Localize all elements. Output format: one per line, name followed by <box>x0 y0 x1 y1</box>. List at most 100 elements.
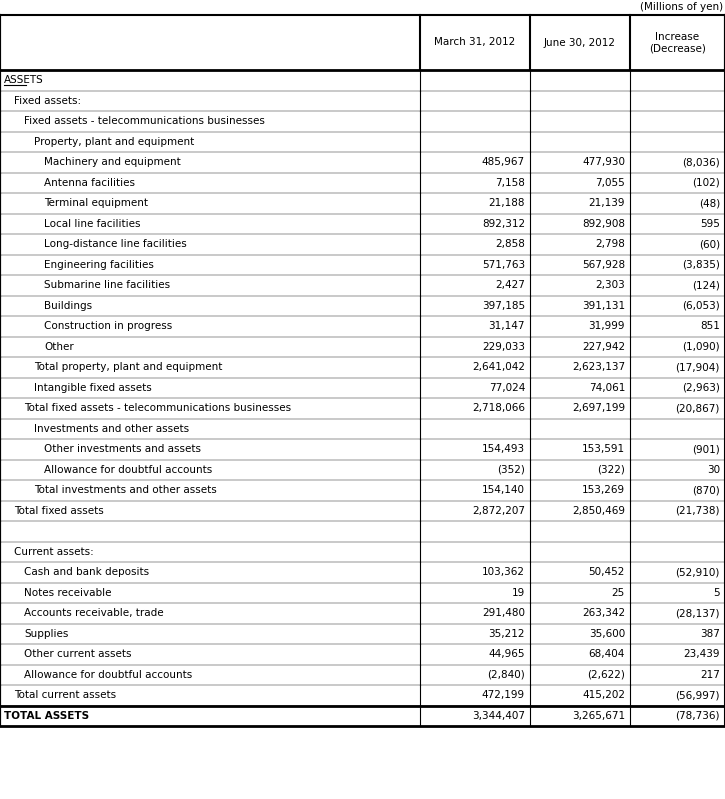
Text: 485,967: 485,967 <box>482 157 525 167</box>
Text: Allowance for doubtful accounts: Allowance for doubtful accounts <box>24 670 192 680</box>
Text: 2,697,199: 2,697,199 <box>572 403 625 413</box>
Text: 153,269: 153,269 <box>582 485 625 495</box>
Text: 229,033: 229,033 <box>482 342 525 352</box>
Text: Supplies: Supplies <box>24 629 68 638</box>
Text: (2,840): (2,840) <box>487 670 525 680</box>
Text: 154,140: 154,140 <box>482 485 525 495</box>
Text: (17,904): (17,904) <box>676 362 720 372</box>
Text: 31,147: 31,147 <box>489 321 525 332</box>
Text: Property, plant and equipment: Property, plant and equipment <box>34 137 194 147</box>
Text: 291,480: 291,480 <box>482 608 525 618</box>
Text: (60): (60) <box>699 239 720 249</box>
Text: Other investments and assets: Other investments and assets <box>44 444 201 455</box>
Text: 2,718,066: 2,718,066 <box>472 403 525 413</box>
Text: (3,835): (3,835) <box>682 260 720 270</box>
Text: 415,202: 415,202 <box>582 690 625 700</box>
Text: 21,188: 21,188 <box>489 198 525 209</box>
Text: 2,303: 2,303 <box>595 280 625 290</box>
Text: (901): (901) <box>692 444 720 455</box>
Text: TOTAL ASSETS: TOTAL ASSETS <box>4 711 89 721</box>
Text: (21,738): (21,738) <box>676 506 720 515</box>
Text: 7,055: 7,055 <box>595 177 625 188</box>
Text: (78,736): (78,736) <box>676 711 720 721</box>
Text: (6,053): (6,053) <box>682 300 720 311</box>
Text: 35,212: 35,212 <box>489 629 525 638</box>
Text: Other: Other <box>44 342 74 352</box>
Text: (322): (322) <box>597 465 625 475</box>
Text: 595: 595 <box>700 219 720 229</box>
Text: Allowance for doubtful accounts: Allowance for doubtful accounts <box>44 465 212 475</box>
Text: 3,265,671: 3,265,671 <box>572 711 625 721</box>
Text: 851: 851 <box>700 321 720 332</box>
Text: 154,493: 154,493 <box>482 444 525 455</box>
Text: 30: 30 <box>707 465 720 475</box>
Text: 263,342: 263,342 <box>582 608 625 618</box>
Text: 153,591: 153,591 <box>582 444 625 455</box>
Text: 23,439: 23,439 <box>684 650 720 659</box>
Text: 391,131: 391,131 <box>582 300 625 311</box>
Text: Total fixed assets: Total fixed assets <box>14 506 104 515</box>
Text: Accounts receivable, trade: Accounts receivable, trade <box>24 608 164 618</box>
Text: 21,139: 21,139 <box>589 198 625 209</box>
Text: Notes receivable: Notes receivable <box>24 588 112 598</box>
Text: Intangible fixed assets: Intangible fixed assets <box>34 383 152 393</box>
Text: Cash and bank deposits: Cash and bank deposits <box>24 567 149 577</box>
Text: 25: 25 <box>612 588 625 598</box>
Text: 571,763: 571,763 <box>482 260 525 270</box>
Text: Construction in progress: Construction in progress <box>44 321 173 332</box>
Text: (56,997): (56,997) <box>676 690 720 700</box>
Text: Total current assets: Total current assets <box>14 690 116 700</box>
Text: (20,867): (20,867) <box>676 403 720 413</box>
Text: 892,908: 892,908 <box>582 219 625 229</box>
Text: (870): (870) <box>692 485 720 495</box>
Text: 7,158: 7,158 <box>495 177 525 188</box>
Text: 77,024: 77,024 <box>489 383 525 393</box>
Text: 50,452: 50,452 <box>589 567 625 577</box>
Text: 892,312: 892,312 <box>482 219 525 229</box>
Text: 2,858: 2,858 <box>495 239 525 249</box>
Text: (Millions of yen): (Millions of yen) <box>640 2 723 12</box>
Text: Increase
(Decrease): Increase (Decrease) <box>649 32 706 54</box>
Text: 397,185: 397,185 <box>482 300 525 311</box>
Text: Engineering facilities: Engineering facilities <box>44 260 154 270</box>
Text: 567,928: 567,928 <box>582 260 625 270</box>
Text: 44,965: 44,965 <box>489 650 525 659</box>
Text: Current assets:: Current assets: <box>14 547 94 557</box>
Text: (124): (124) <box>692 280 720 290</box>
Text: 31,999: 31,999 <box>589 321 625 332</box>
Text: 2,427: 2,427 <box>495 280 525 290</box>
Text: Long-distance line facilities: Long-distance line facilities <box>44 239 187 249</box>
Text: Buildings: Buildings <box>44 300 92 311</box>
Text: Submarine line facilities: Submarine line facilities <box>44 280 170 290</box>
Text: Total fixed assets - telecommunications businesses: Total fixed assets - telecommunications … <box>24 403 291 413</box>
Text: (52,910): (52,910) <box>676 567 720 577</box>
Text: 74,061: 74,061 <box>589 383 625 393</box>
Text: Other current assets: Other current assets <box>24 650 131 659</box>
Text: 472,199: 472,199 <box>482 690 525 700</box>
Text: (48): (48) <box>699 198 720 209</box>
Text: (2,622): (2,622) <box>587 670 625 680</box>
Text: 103,362: 103,362 <box>482 567 525 577</box>
Text: Antenna facilities: Antenna facilities <box>44 177 135 188</box>
Text: 2,623,137: 2,623,137 <box>572 362 625 372</box>
Text: March 31, 2012: March 31, 2012 <box>434 38 515 47</box>
Text: ASSETS: ASSETS <box>4 75 44 85</box>
Text: 68,404: 68,404 <box>589 650 625 659</box>
Text: 217: 217 <box>700 670 720 680</box>
Text: Local line facilities: Local line facilities <box>44 219 141 229</box>
Text: (1,090): (1,090) <box>682 342 720 352</box>
Text: (2,963): (2,963) <box>682 383 720 393</box>
Text: 387: 387 <box>700 629 720 638</box>
Text: 2,641,042: 2,641,042 <box>472 362 525 372</box>
Text: 3,344,407: 3,344,407 <box>472 711 525 721</box>
Text: Fixed assets - telecommunications businesses: Fixed assets - telecommunications busine… <box>24 116 265 126</box>
Text: 477,930: 477,930 <box>582 157 625 167</box>
Text: Total investments and other assets: Total investments and other assets <box>34 485 217 495</box>
Text: Total property, plant and equipment: Total property, plant and equipment <box>34 362 223 372</box>
Text: (352): (352) <box>497 465 525 475</box>
Text: 2,872,207: 2,872,207 <box>472 506 525 515</box>
Text: 2,798: 2,798 <box>595 239 625 249</box>
Text: June 30, 2012: June 30, 2012 <box>544 38 616 47</box>
Text: 227,942: 227,942 <box>582 342 625 352</box>
Text: 2,850,469: 2,850,469 <box>572 506 625 515</box>
